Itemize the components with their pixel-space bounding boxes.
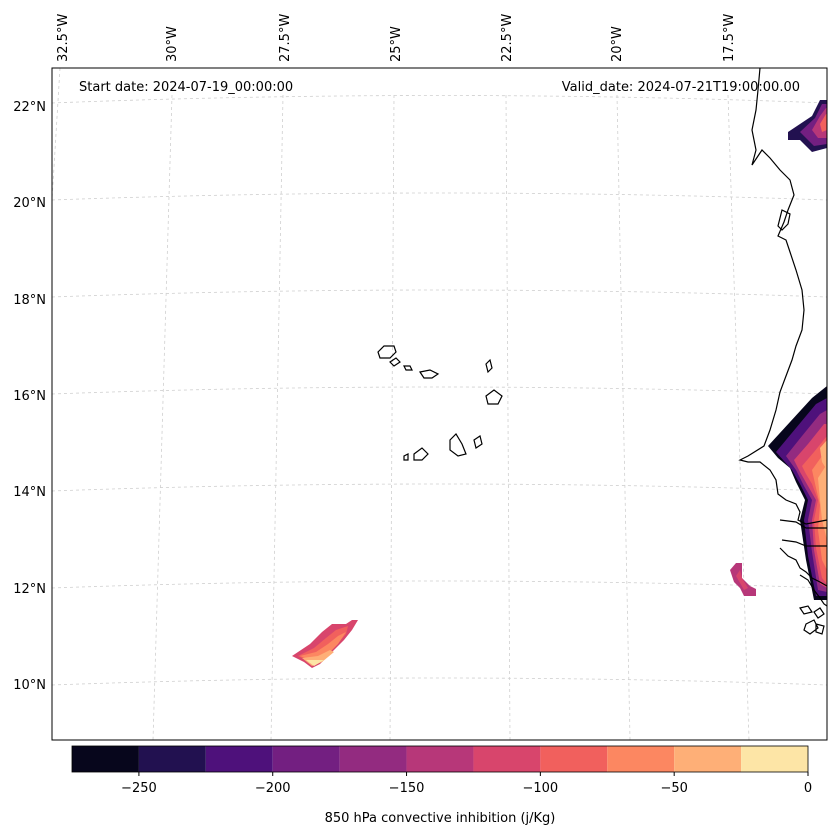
africa-coastline (738, 67, 828, 525)
map-panel (51, 67, 828, 741)
colorbar-tick-label: −50 (660, 781, 687, 796)
parallel-18n (51, 289, 828, 298)
colorbar-label: 850 hPa convective inhibition (j/Kg) (325, 811, 556, 826)
colorbar-tick-label: −250 (121, 781, 157, 796)
meridian-32-5w (51, 67, 61, 201)
coastlines (377, 67, 828, 635)
start-date-text: Start date: 2024-07-19_00:00:00 (79, 80, 293, 95)
lon-label: 20°W (610, 26, 625, 62)
colorbar-swatch (205, 746, 273, 772)
sao-nicolau-island (419, 369, 440, 379)
colorbar-swatch (339, 746, 407, 772)
lon-label: 27.5°W (278, 14, 293, 62)
colorbar: −250 −200 −150 −100 −50 0 850 hPa convective … (71, 745, 812, 826)
lon-label: 22.5°W (500, 14, 515, 62)
lat-label: 12°N (13, 582, 46, 597)
colorbar-swatch (540, 746, 608, 772)
gambia-coast (779, 519, 827, 547)
colorbar-swatch (473, 746, 541, 772)
colorbar-tick-label: −150 (389, 781, 425, 796)
lat-label: 20°N (13, 196, 46, 211)
bijagos-islands (799, 605, 825, 635)
lat-label: 22°N (13, 100, 46, 115)
parallel-22n (51, 95, 828, 104)
gridlines (51, 67, 828, 741)
fogo-island (413, 447, 429, 461)
cin-fill-level-7b (820, 440, 827, 470)
parallel-16n (51, 386, 828, 395)
dakar-peninsula (777, 209, 791, 231)
lat-label: 14°N (13, 485, 46, 500)
cin-patch-small (730, 563, 756, 596)
colorbar-swatches (72, 746, 808, 772)
sal-island (485, 358, 493, 374)
lat-label: 18°N (13, 293, 46, 308)
lon-label: 32.5°W (56, 14, 71, 62)
parallel-14n (51, 483, 828, 492)
cin-fill-level-2 (736, 570, 748, 590)
colorbar-swatch (607, 746, 675, 772)
longitude-labels: 32.5°W 30°W 27.5°W 25°W 22.5°W 20°W 17.5… (56, 14, 737, 62)
colorbar-tick-label: −100 (523, 781, 559, 796)
cin-fill-level-1 (730, 563, 756, 596)
santiago-island (449, 433, 467, 457)
colorbar-tick-label: 0 (804, 781, 812, 796)
map-frame (51, 67, 828, 741)
colorbar-swatch (406, 746, 474, 772)
map-background (52, 68, 827, 740)
colorbar-frame (71, 745, 809, 773)
santa-luzia-island (403, 365, 413, 371)
brava-island (403, 453, 409, 461)
guinea-bissau-coast (779, 547, 828, 607)
parallel-12n (51, 580, 828, 589)
colorbar-swatch (674, 746, 742, 772)
santo-antao-island (377, 345, 397, 359)
lon-label: 30°W (165, 26, 180, 62)
colorbar-swatch (138, 746, 206, 772)
parallel-10n (51, 677, 828, 686)
cin-fill-level-3 (300, 632, 346, 662)
boa-vista-island (485, 389, 503, 405)
cin-fill-level-4 (820, 114, 827, 132)
colorbar-swatch (272, 746, 340, 772)
cin-patch-ocean (292, 620, 358, 668)
lon-label: 17.5°W (722, 14, 737, 62)
sao-vicente-island (389, 357, 401, 367)
colorbar-swatch (741, 746, 808, 772)
colorbar-swatch (72, 746, 139, 772)
lon-label: 25°W (389, 26, 404, 62)
valid-date-text: Valid_date: 2024-07-21T19:00:00.00 (562, 80, 800, 95)
lat-label: 10°N (13, 678, 46, 693)
colorbar-ticks: −250 −200 −150 −100 −50 0 (121, 772, 812, 796)
latitude-labels: 22°N 20°N 18°N 16°N 14°N 12°N 10°N (13, 100, 46, 693)
cin-patch-north (788, 100, 827, 152)
maio-island (473, 435, 483, 449)
parallel-20n (51, 192, 828, 201)
lat-label: 16°N (13, 389, 46, 404)
cin-fill-level-5 (306, 660, 324, 666)
colorbar-tick-label: −200 (255, 781, 291, 796)
